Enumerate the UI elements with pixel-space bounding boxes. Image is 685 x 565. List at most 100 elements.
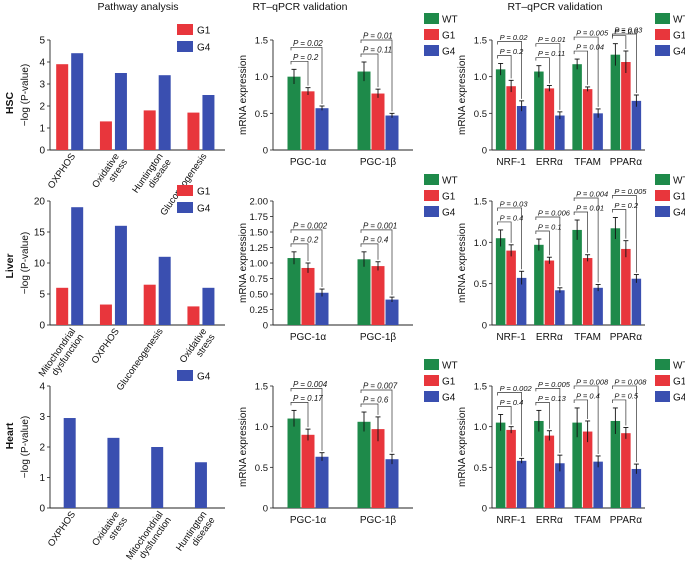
x-tick-label: TFAM bbox=[574, 332, 601, 343]
y-tick-label: 0 bbox=[263, 504, 268, 515]
bar-g1 bbox=[99, 304, 112, 325]
legend-label-g4: G4 bbox=[197, 204, 211, 215]
pvalue-bracket bbox=[290, 243, 309, 261]
pvalue-label: P = 0.02 bbox=[500, 33, 529, 42]
x-tick-label: OXPHOS bbox=[46, 509, 78, 549]
y-axis-label: mRNA expression bbox=[238, 223, 249, 303]
pvalue-label: P = 0.03 bbox=[614, 26, 643, 35]
pvalue-bracket bbox=[535, 388, 561, 454]
legend-swatch-g1 bbox=[424, 375, 439, 386]
pvalue-label: P = 0.002 bbox=[500, 384, 533, 393]
y-tick-label: 4 bbox=[39, 58, 45, 69]
x-tick-label: PPARα bbox=[610, 332, 642, 343]
x-tick-label: ERRα bbox=[536, 332, 563, 343]
pvalue-bracket bbox=[573, 385, 599, 454]
x-tick-label-line: OXPHOS bbox=[46, 509, 78, 549]
legend-label-wt: WT bbox=[442, 15, 458, 26]
bar-wt bbox=[534, 71, 544, 150]
pvalue-label: P = 0.4 bbox=[500, 398, 524, 407]
pvalue-label: P = 0.5 bbox=[614, 391, 639, 400]
y-tick-label: 0.5 bbox=[255, 109, 268, 120]
pvalue-label: P = 0.04 bbox=[576, 43, 604, 52]
y-tick-label: 0 bbox=[482, 504, 487, 515]
pvalue-bracket bbox=[360, 53, 379, 88]
bar-g1 bbox=[99, 121, 112, 150]
chart-genes-heart: 0 0.5 1.0 1.5 mRNA expression NRF-1 ERRα TFAM PP… bbox=[457, 359, 685, 526]
pvalue-bracket bbox=[497, 55, 512, 79]
y-tick-label: 2.00 bbox=[250, 197, 269, 208]
x-tick-label: NRF-1 bbox=[496, 332, 526, 343]
bar-g4 bbox=[63, 418, 76, 508]
pvalue-label: P = 0.007 bbox=[363, 382, 398, 391]
y-tick-label: 1 bbox=[39, 124, 45, 135]
bar-wt bbox=[534, 420, 544, 508]
bar-g1 bbox=[301, 91, 315, 150]
pvalue-label: P = 0.01 bbox=[538, 35, 566, 44]
legend-swatch-g1 bbox=[424, 190, 439, 201]
y-tick-label: 0 bbox=[39, 504, 45, 515]
y-tick-label: 1.0 bbox=[474, 72, 487, 83]
x-tick-label-line: Gluconeogenesis bbox=[115, 326, 166, 393]
legend-label-g1: G1 bbox=[442, 192, 456, 203]
bar-g4 bbox=[385, 299, 399, 325]
bar-wt bbox=[534, 244, 544, 325]
bar-g1 bbox=[56, 64, 69, 150]
bar-g4 bbox=[71, 53, 84, 151]
y-tick-label: 0.5 bbox=[474, 463, 487, 474]
pvalue-bracket bbox=[497, 406, 512, 425]
bar-g1 bbox=[544, 435, 555, 508]
pvalue-bracket bbox=[290, 229, 323, 288]
pvalue-label: P = 0.2 bbox=[500, 47, 525, 56]
bar-g4 bbox=[158, 75, 171, 150]
pvalue-label: P = 0.02 bbox=[293, 39, 323, 48]
y-axis-label: −log (P-value) bbox=[20, 416, 31, 479]
bar-wt bbox=[287, 418, 301, 508]
pvalue-bracket bbox=[360, 229, 393, 296]
pvalue-bracket bbox=[290, 402, 309, 428]
bar-g1 bbox=[371, 429, 385, 508]
bar-g4 bbox=[593, 461, 603, 508]
y-tick-label: 1.0 bbox=[474, 422, 487, 433]
row-label-liver: Liver bbox=[4, 253, 16, 278]
pvalue-bracket bbox=[535, 216, 561, 286]
header-rtqpcr-right: RT–qPCR validation bbox=[508, 1, 603, 13]
y-tick-label: 1.75 bbox=[250, 212, 269, 223]
bar-g4 bbox=[516, 460, 527, 508]
bar-g4 bbox=[114, 225, 127, 325]
legend-swatch-g1 bbox=[424, 29, 439, 40]
chart-genes-hsc: 0 0.5 1.0 1.5 mRNA expression NRF-1 ERRα TFAM PP… bbox=[457, 13, 685, 168]
pvalue-bracket bbox=[360, 39, 393, 112]
y-tick-label: 0 bbox=[39, 321, 45, 332]
x-tick-label: Huntingtondisease bbox=[174, 509, 218, 559]
y-tick-label: 0.5 bbox=[474, 109, 487, 120]
legend-label-g4: G4 bbox=[442, 208, 456, 219]
bar-g4 bbox=[151, 447, 164, 508]
legend-swatch-wt bbox=[655, 13, 670, 24]
bar-g1 bbox=[621, 62, 631, 150]
legend-label-g4: G4 bbox=[673, 47, 685, 58]
pvalue-label: P = 0.4 bbox=[500, 213, 524, 222]
bar-g1 bbox=[371, 93, 385, 150]
y-tick-label: 4 bbox=[39, 382, 45, 393]
bar-g4 bbox=[202, 287, 215, 325]
pvalue-bracket bbox=[497, 392, 522, 457]
y-tick-label: 5 bbox=[39, 290, 45, 301]
pvalue-bracket bbox=[612, 209, 627, 239]
bar-wt bbox=[572, 422, 582, 508]
x-tick-label: PPARα bbox=[610, 157, 642, 168]
y-tick-label: 3 bbox=[39, 412, 45, 423]
bar-wt bbox=[572, 64, 582, 150]
y-tick-label: 1.5 bbox=[255, 382, 268, 393]
bar-g4 bbox=[107, 437, 120, 508]
pvalue-label: P = 0.2 bbox=[614, 201, 639, 210]
bar-g4 bbox=[194, 462, 207, 508]
pvalue-bracket bbox=[497, 207, 522, 270]
bar-g1 bbox=[56, 287, 69, 325]
y-tick-label: 0 bbox=[482, 146, 487, 157]
bar-g4 bbox=[555, 463, 565, 508]
bar-wt bbox=[357, 71, 371, 150]
legend-label-g4: G4 bbox=[442, 47, 456, 58]
pvalue-bracket bbox=[497, 221, 512, 243]
x-tick-label: ERRα bbox=[536, 157, 563, 168]
bar-wt bbox=[610, 54, 621, 150]
